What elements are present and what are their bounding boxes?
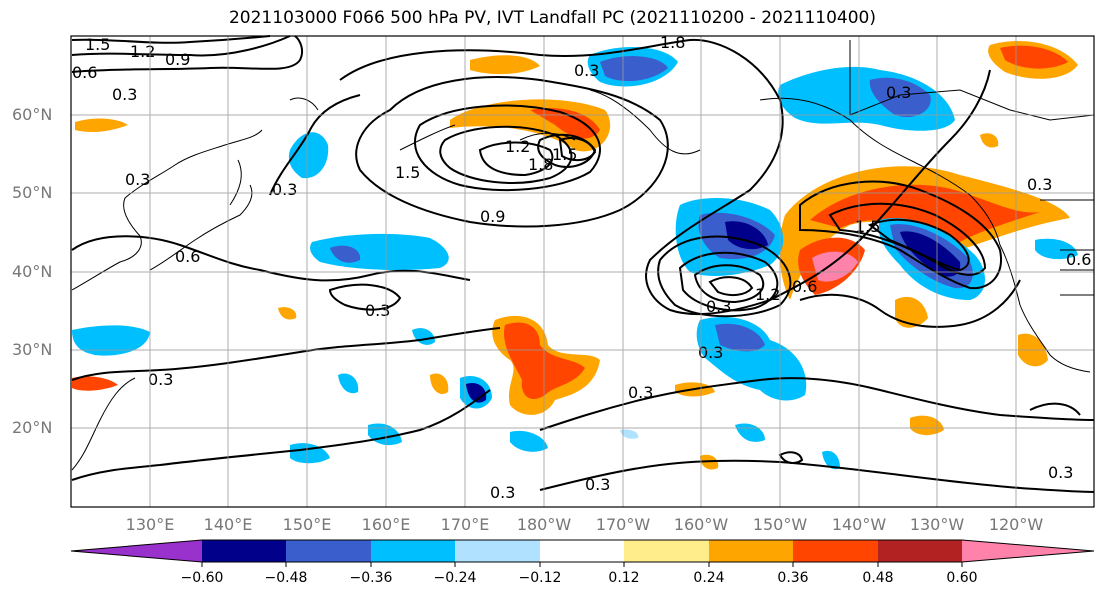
contour-label: 0.3 [706, 297, 731, 316]
negative-anomaly [620, 429, 639, 439]
colorbar-cell [455, 540, 540, 562]
colorbar-tick-label: 0.48 [862, 570, 894, 586]
contour-label: 0.3 [112, 85, 137, 104]
contour-labels: 1.5 1.2 0.9 0.6 0.3 1.8 1.5 1.2 1.8 1.5 … [72, 33, 1091, 502]
colorbar-tick-label: −0.12 [518, 570, 562, 586]
contour-label: 0.3 [574, 61, 599, 80]
colorbar-cell [624, 540, 709, 562]
contour-label: 0.6 [72, 63, 97, 82]
colorbar-tick-label: −0.24 [433, 570, 477, 586]
contour-label: 1.8 [528, 155, 553, 174]
contour-label: 0.6 [792, 277, 817, 296]
contour-label: 1.5 [855, 217, 880, 236]
contour-label: 0.3 [125, 170, 150, 189]
map-frame [70, 35, 1095, 508]
colorbar-cell [878, 540, 962, 562]
contour-label: 0.3 [698, 343, 723, 362]
colorbar-cell [71, 540, 202, 562]
colorbar-cell [202, 540, 286, 562]
positive-anomaly [910, 415, 944, 436]
lat-label: 30°N [12, 340, 53, 359]
contour-label: 0.3 [886, 83, 911, 102]
positive-anomaly [1000, 45, 1068, 69]
contour-label: 1.2 [130, 42, 155, 61]
colorbar-cell [793, 540, 878, 562]
lon-label: 140°E [203, 515, 253, 534]
positive-anomaly [470, 55, 540, 75]
contour-label: 0.3 [585, 475, 610, 494]
colorbar-tick-label: 0.36 [777, 570, 809, 586]
negative-anomaly [600, 56, 668, 82]
negative-anomaly [1035, 238, 1078, 260]
colorbar-tick-label: 0.12 [608, 570, 640, 586]
map-title: 2021103000 F066 500 hPa PV, IVT Landfall… [228, 8, 876, 28]
negative-anomaly [869, 77, 931, 118]
colorbar-tick-label: 0.24 [693, 570, 725, 586]
contour-label: 0.6 [1066, 250, 1091, 269]
contour-label: 0.9 [165, 50, 190, 69]
lat-label: 50°N [12, 183, 53, 202]
pv-contours [71, 35, 1095, 493]
positive-anomaly [810, 184, 1040, 245]
colorbar-cell [371, 540, 455, 562]
contour-label: 0.3 [148, 370, 173, 389]
colorbar-cell [709, 540, 793, 562]
lon-label: 170°W [595, 515, 651, 534]
positive-anomaly [812, 251, 858, 282]
contour-label: 1.2 [755, 285, 780, 304]
lon-label: 130°E [125, 515, 175, 534]
contour-label: 0.9 [480, 207, 505, 226]
colorbar-tick-label: −0.36 [349, 570, 393, 586]
contour-label: 0.3 [490, 483, 515, 502]
colorbar-cell [286, 540, 371, 562]
lon-label: 160°W [673, 515, 729, 534]
contour-label: 1.5 [395, 163, 420, 182]
lon-label: 140°W [831, 515, 887, 534]
lon-label: 120°W [988, 515, 1044, 534]
negative-anomaly [715, 323, 765, 352]
colorbar-tick-label: 0.60 [946, 570, 978, 586]
contour-label: 0.3 [1048, 463, 1073, 482]
positive-anomaly [895, 296, 928, 328]
contour-label: 0.6 [175, 247, 200, 266]
positive-anomaly [75, 118, 128, 133]
lon-label: 130°W [909, 515, 965, 534]
contour-label: 0.3 [272, 180, 297, 199]
contour-label: 1.5 [85, 35, 110, 54]
negative-anomaly [725, 221, 768, 250]
negative-anomaly [822, 450, 840, 470]
negative-anomaly [72, 325, 150, 356]
lon-label: 150°W [752, 515, 808, 534]
negative-anomaly [330, 245, 361, 263]
colorbar-tick-label: −0.48 [264, 570, 308, 586]
contour-label: 0.3 [628, 383, 653, 402]
positive-anomaly [430, 373, 449, 395]
negative-anomaly [510, 430, 548, 452]
positive-anomaly [72, 376, 118, 391]
positive-anomaly [278, 307, 297, 320]
lat-label: 20°N [12, 418, 53, 437]
colorbar-cell [540, 540, 624, 562]
negative-anomaly [288, 132, 329, 179]
lon-label: 160°E [361, 515, 411, 534]
positive-anomaly [980, 133, 999, 148]
positive-anomaly [530, 108, 600, 139]
coastlines [71, 40, 1095, 471]
contour-label: 0.3 [365, 301, 390, 320]
contour-label: 1.5 [552, 145, 577, 164]
gridlines [71, 36, 1094, 507]
lat-label: 60°N [12, 105, 53, 124]
lat-label: 40°N [12, 262, 53, 281]
lon-label: 150°E [282, 515, 332, 534]
lon-label: 170°E [440, 515, 490, 534]
contour-label: 1.2 [505, 137, 530, 156]
negative-anomaly [338, 373, 359, 394]
colorbar-cell [962, 540, 1094, 562]
colorbar-tick-label: −0.60 [180, 570, 224, 586]
contour-label: 0.3 [1027, 175, 1052, 194]
contour-label: 1.8 [660, 33, 685, 52]
lon-label: 180°W [516, 515, 572, 534]
